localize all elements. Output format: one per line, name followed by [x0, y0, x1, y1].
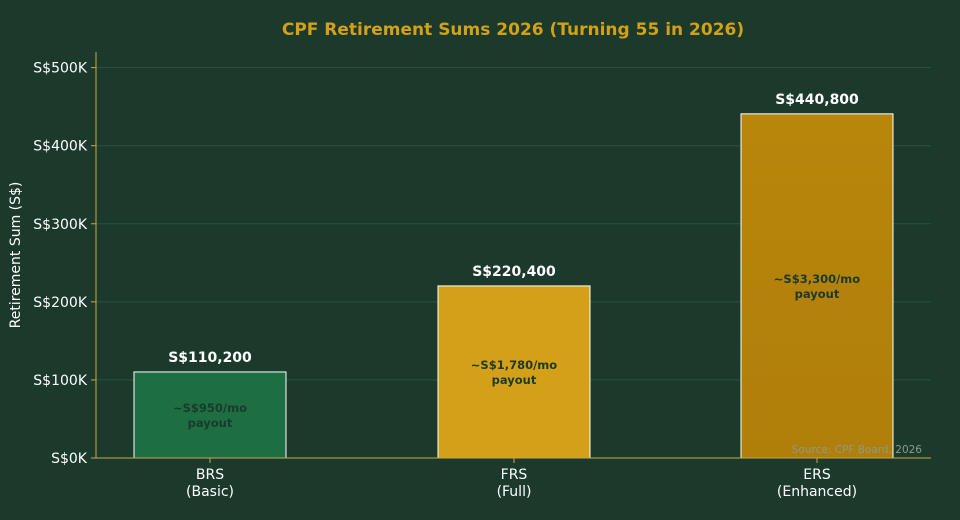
data-label: S$220,400: [472, 264, 556, 280]
x-tick-label: (Basic): [186, 484, 234, 500]
x-tick-label: ERS: [803, 467, 831, 483]
data-label: S$440,800: [775, 92, 859, 108]
payout-annotation: payout: [188, 416, 233, 430]
x-tick-label: FRS: [501, 467, 528, 483]
x-tick-label: (Enhanced): [777, 484, 857, 500]
data-label: S$110,200: [168, 350, 252, 366]
bar-brs: [133, 371, 287, 459]
y-tick-label: S$100K: [33, 373, 88, 389]
x-tick-label: BRS: [196, 467, 224, 483]
bars: [133, 113, 894, 459]
y-tick-label: S$0K: [51, 451, 88, 467]
x-tick-label: (Full): [497, 484, 532, 500]
chart-title: CPF Retirement Sums 2026 (Turning 55 in …: [282, 20, 744, 40]
y-tick-label: S$300K: [33, 217, 88, 233]
y-tick-label: S$400K: [33, 139, 88, 155]
y-tick-label: S$200K: [33, 295, 88, 311]
payout-annotation: payout: [492, 373, 537, 387]
payout-annotation: ~S$3,300/mo: [774, 272, 860, 286]
bar-ers: [740, 113, 894, 459]
source-note: Source: CPF Board, 2026: [792, 444, 923, 456]
axes: S$0K S$100K S$200K S$300K S$400K S$500K: [33, 52, 931, 467]
payout-annotation: payout: [795, 287, 840, 301]
bar-frs: [437, 285, 591, 459]
y-axis-label: Retirement Sum (S$): [8, 182, 24, 329]
labels: BRS(Basic)S$110,200~S$950/mopayoutFRS(Fu…: [168, 92, 860, 500]
y-tick-label: S$500K: [33, 61, 88, 77]
payout-annotation: ~S$950/mo: [173, 401, 247, 415]
payout-annotation: ~S$1,780/mo: [471, 358, 557, 372]
